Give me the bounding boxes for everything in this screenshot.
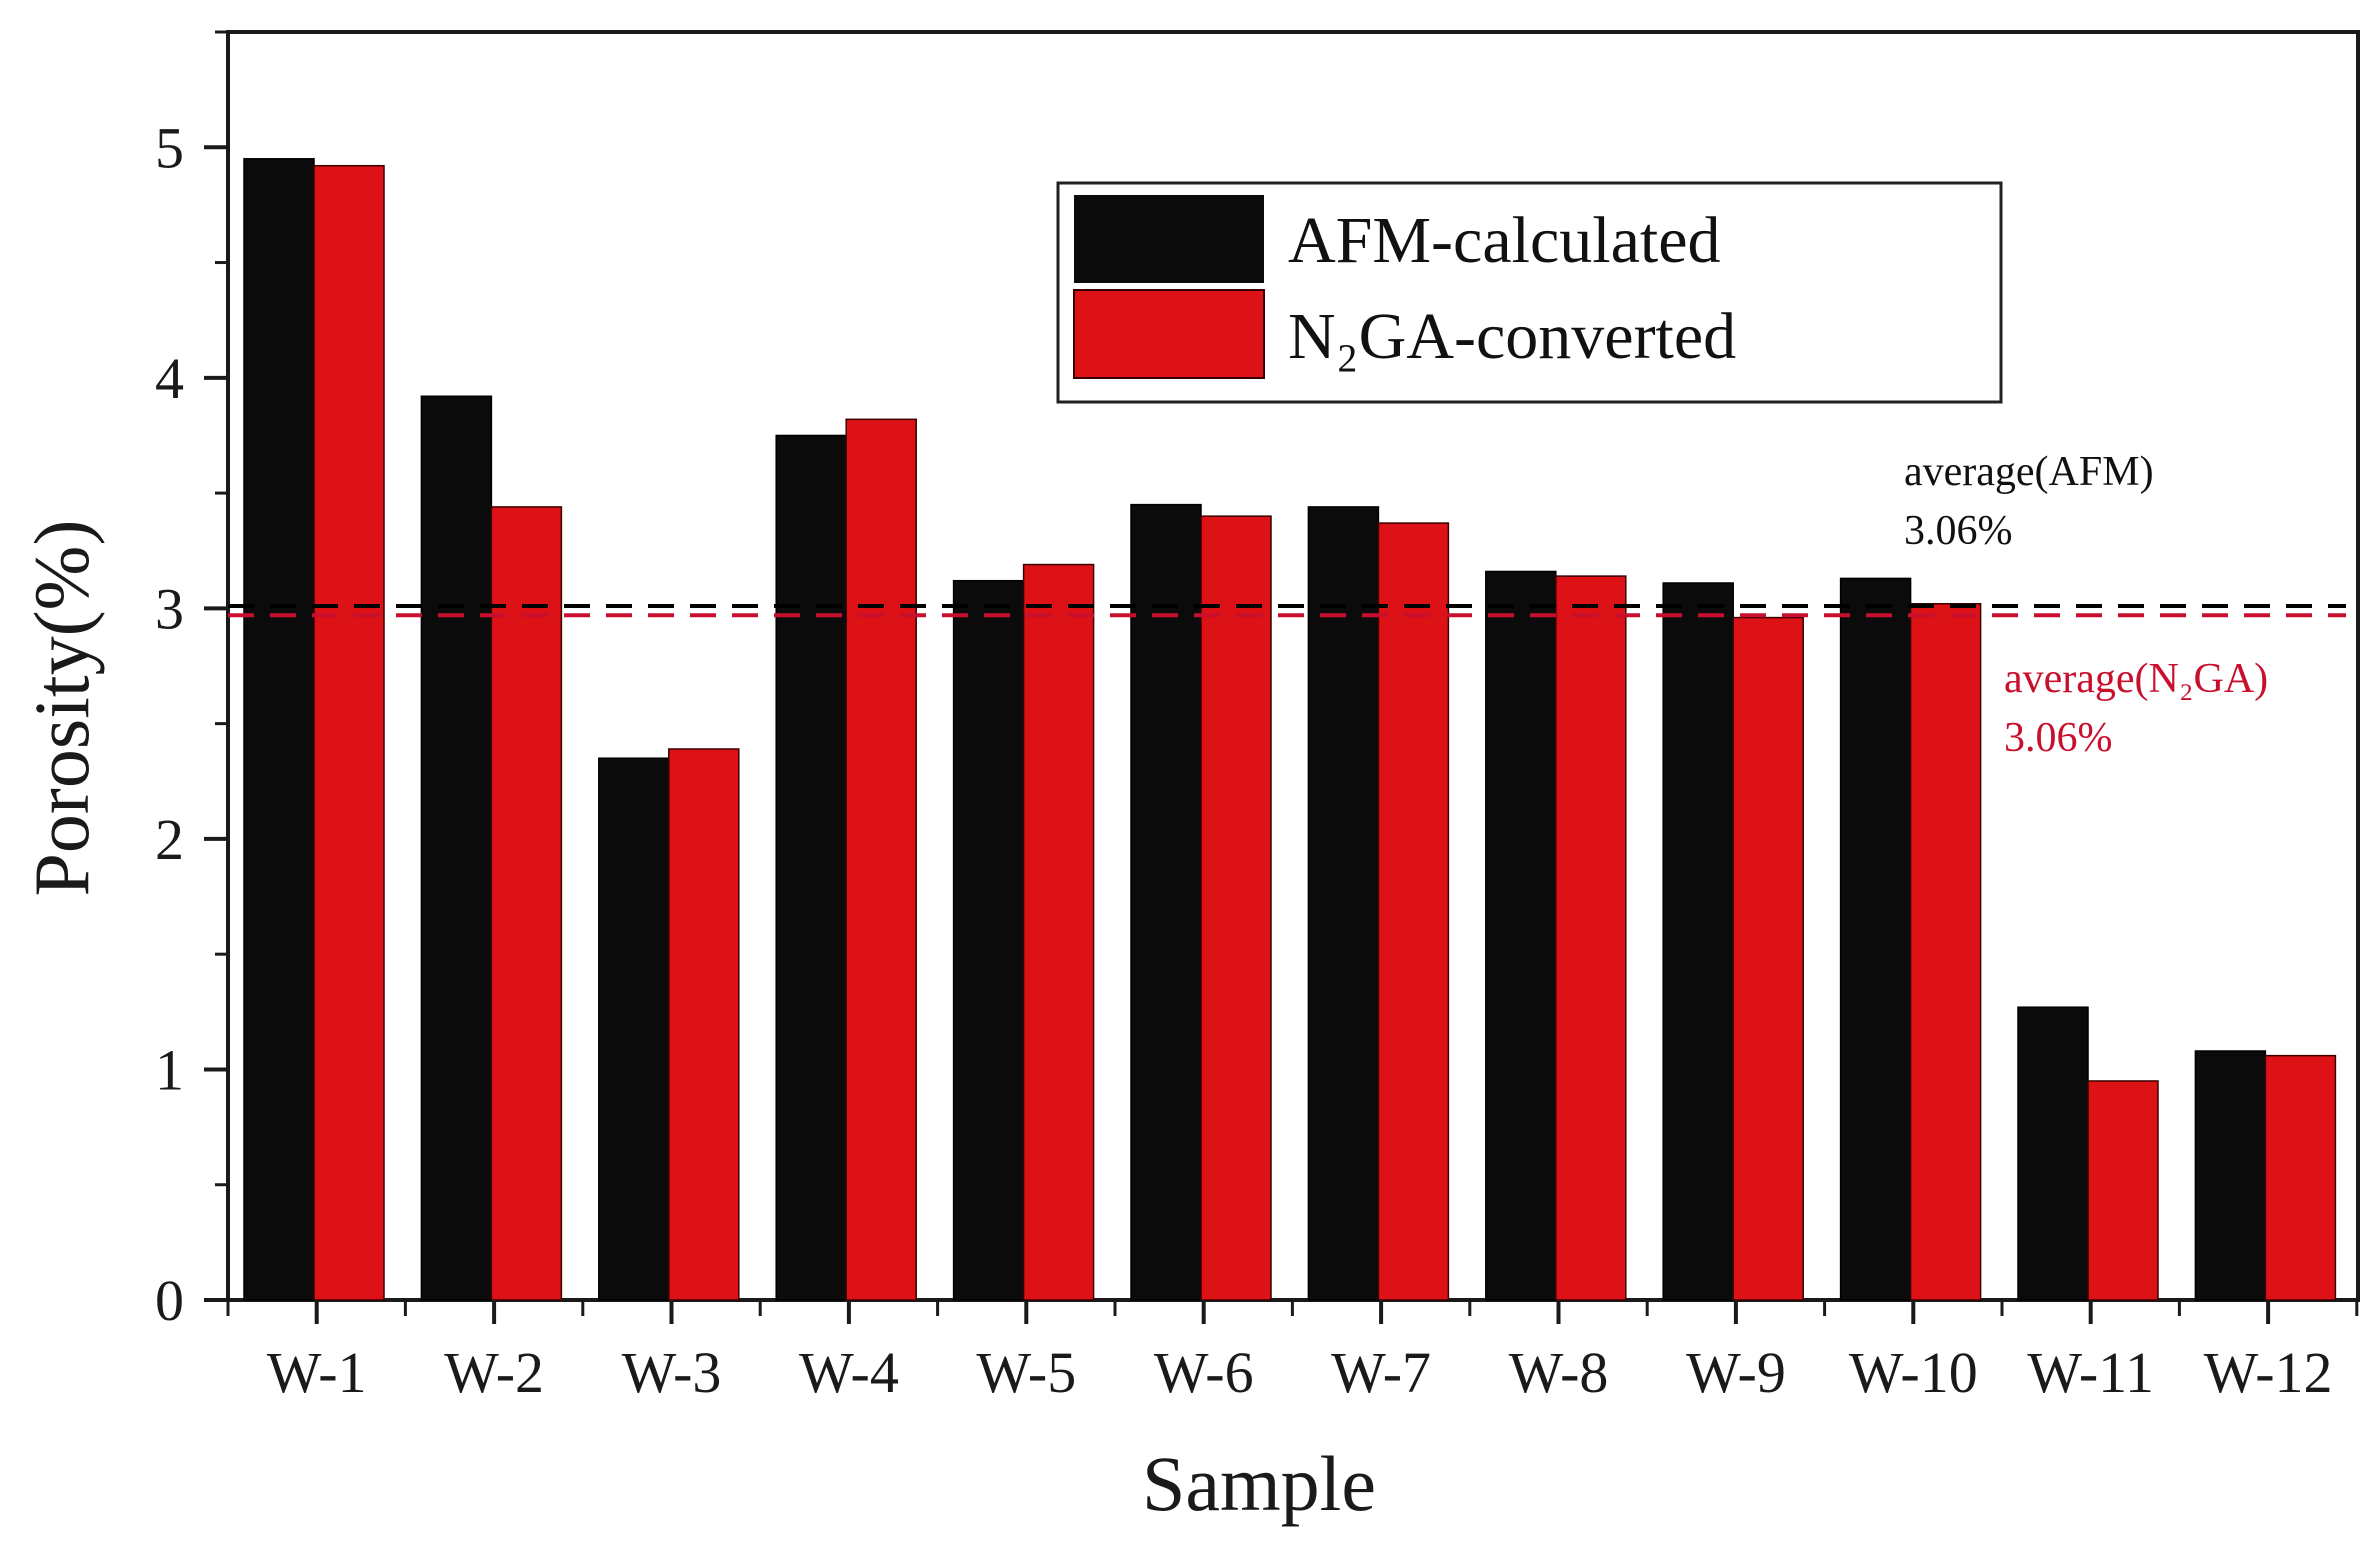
bar-n2ga-W-11 [2087, 1080, 2159, 1301]
reference-lines [228, 604, 2346, 618]
bar-afm-W-8 [1485, 570, 1557, 1301]
bar-n2ga-W-9 [1732, 616, 1804, 1301]
legend-swatch-n2ga [1073, 289, 1265, 379]
y-axis-title: Porosity(%) [18, 520, 105, 897]
y-tick-label: 5 [155, 115, 184, 180]
legend-label-n2ga: N₂GA-converted [1288, 300, 1736, 373]
y-tick-label: 1 [155, 1037, 184, 1102]
avg-n2ga-value: 3.06% [2004, 715, 2113, 761]
bar-afm-W-1 [243, 158, 315, 1301]
legend-swatch-afm [1074, 195, 1264, 283]
y-tick-label: 3 [155, 576, 184, 641]
bar-n2ga-W-3 [668, 748, 740, 1301]
bar-n2ga-W-4 [845, 418, 917, 1301]
avg-n2ga-label: average(N₂GA) [2004, 656, 2268, 702]
avg-afm-label: average(AFM) [1904, 449, 2154, 495]
avg-afm-value: 3.06% [1904, 508, 2013, 554]
bar-n2ga-W-7 [1377, 522, 1450, 1301]
bar-afm-W-4 [775, 434, 847, 1301]
bar-n2ga-W-5 [1022, 563, 1095, 1301]
x-axis-title: Sample [1142, 1440, 1376, 1527]
x-tick-label: W-4 [799, 1340, 899, 1405]
axes: 0 1 2 3 4 5 W-1 W-2 W-3 W-4 W-5 W-6 W-7 W-8 W-9 W-10 W-1… [155, 30, 2359, 1405]
x-tick-label: W-10 [1849, 1340, 1978, 1405]
x-tick-label: W-3 [622, 1340, 722, 1405]
x-tick-label: W-5 [976, 1340, 1076, 1405]
bar-n2ga-W-8 [1555, 575, 1627, 1301]
x-tick-label: W-8 [1509, 1340, 1609, 1405]
x-tick-label: W-1 [267, 1340, 367, 1405]
x-tick-label: W-6 [1154, 1340, 1254, 1405]
x-tick-label: W-12 [2204, 1340, 2333, 1405]
bar-n2ga-W-6 [1200, 515, 1272, 1301]
avg-afm-annotation: average(AFM) 3.06% [1904, 449, 2154, 554]
bar-afm-W-12 [2194, 1050, 2267, 1301]
x-tick-label: W-11 [2027, 1340, 2154, 1405]
y-tick-label: 0 [155, 1268, 184, 1333]
bar-afm-W-5 [952, 579, 1025, 1301]
y-tick-label: 4 [155, 346, 184, 411]
bar-n2ga-W-10 [1909, 603, 1982, 1301]
bars [243, 158, 2337, 1301]
bar-afm-W-6 [1130, 503, 1202, 1301]
avg-n2ga-annotation: average(N₂GA) 3.06% [2004, 656, 2268, 761]
bar-afm-W-11 [2017, 1006, 2089, 1301]
legend: AFM-calculated N₂GA-converted [1056, 181, 2003, 404]
bar-afm-W-2 [420, 395, 493, 1301]
bar-afm-W-3 [598, 757, 670, 1301]
bar-afm-W-7 [1307, 506, 1380, 1301]
x-tick-label: W-7 [1331, 1340, 1431, 1405]
bar-n2ga-W-2 [490, 506, 563, 1301]
x-tick-label: W-2 [444, 1340, 544, 1405]
bar-n2ga-W-12 [2264, 1054, 2337, 1301]
bar-afm-W-10 [1839, 577, 1912, 1301]
y-tick-label: 2 [155, 807, 184, 872]
bar-n2ga-W-1 [313, 164, 385, 1301]
legend-label-afm: AFM-calculated [1288, 204, 1721, 277]
bar-afm-W-9 [1662, 582, 1734, 1301]
x-tick-label: W-9 [1686, 1340, 1786, 1405]
